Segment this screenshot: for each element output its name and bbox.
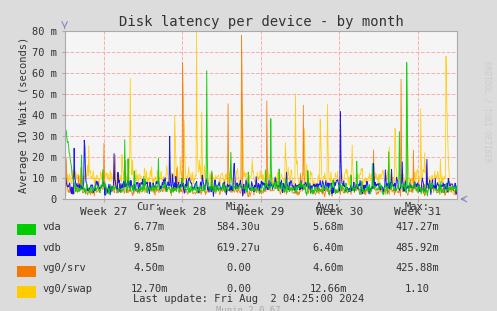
- Text: 12.70m: 12.70m: [130, 284, 168, 294]
- Text: 0.00: 0.00: [226, 284, 251, 294]
- Text: 425.88m: 425.88m: [396, 263, 439, 273]
- Text: Max:: Max:: [405, 202, 430, 212]
- Text: 485.92m: 485.92m: [396, 243, 439, 253]
- Bar: [17, 245, 36, 256]
- Text: 12.66m: 12.66m: [309, 284, 347, 294]
- Text: 5.68m: 5.68m: [313, 222, 343, 232]
- Text: vg0/srv: vg0/srv: [42, 263, 86, 273]
- Text: vg0/swap: vg0/swap: [42, 284, 92, 294]
- Text: 0.00: 0.00: [226, 263, 251, 273]
- Bar: [17, 286, 36, 298]
- Text: Avg:: Avg:: [316, 202, 340, 212]
- Text: 619.27u: 619.27u: [217, 243, 260, 253]
- Text: 417.27m: 417.27m: [396, 222, 439, 232]
- Text: vdb: vdb: [42, 243, 61, 253]
- Text: 6.40m: 6.40m: [313, 243, 343, 253]
- Text: vda: vda: [42, 222, 61, 232]
- Bar: [17, 224, 36, 235]
- Text: 584.30u: 584.30u: [217, 222, 260, 232]
- Text: 6.77m: 6.77m: [134, 222, 165, 232]
- Text: RRDTOOL / TOBI OETIKER: RRDTOOL / TOBI OETIKER: [482, 61, 491, 163]
- Title: Disk latency per device - by month: Disk latency per device - by month: [119, 15, 403, 29]
- Text: 4.60m: 4.60m: [313, 263, 343, 273]
- Bar: [17, 266, 36, 277]
- Y-axis label: Average IO Wait (seconds): Average IO Wait (seconds): [19, 37, 29, 193]
- Text: Munin 2.0.67: Munin 2.0.67: [216, 306, 281, 311]
- Text: Min:: Min:: [226, 202, 251, 212]
- Text: Last update: Fri Aug  2 04:25:00 2024: Last update: Fri Aug 2 04:25:00 2024: [133, 294, 364, 304]
- Text: Cur:: Cur:: [137, 202, 162, 212]
- Text: 4.50m: 4.50m: [134, 263, 165, 273]
- Text: 9.85m: 9.85m: [134, 243, 165, 253]
- Text: 1.10: 1.10: [405, 284, 430, 294]
